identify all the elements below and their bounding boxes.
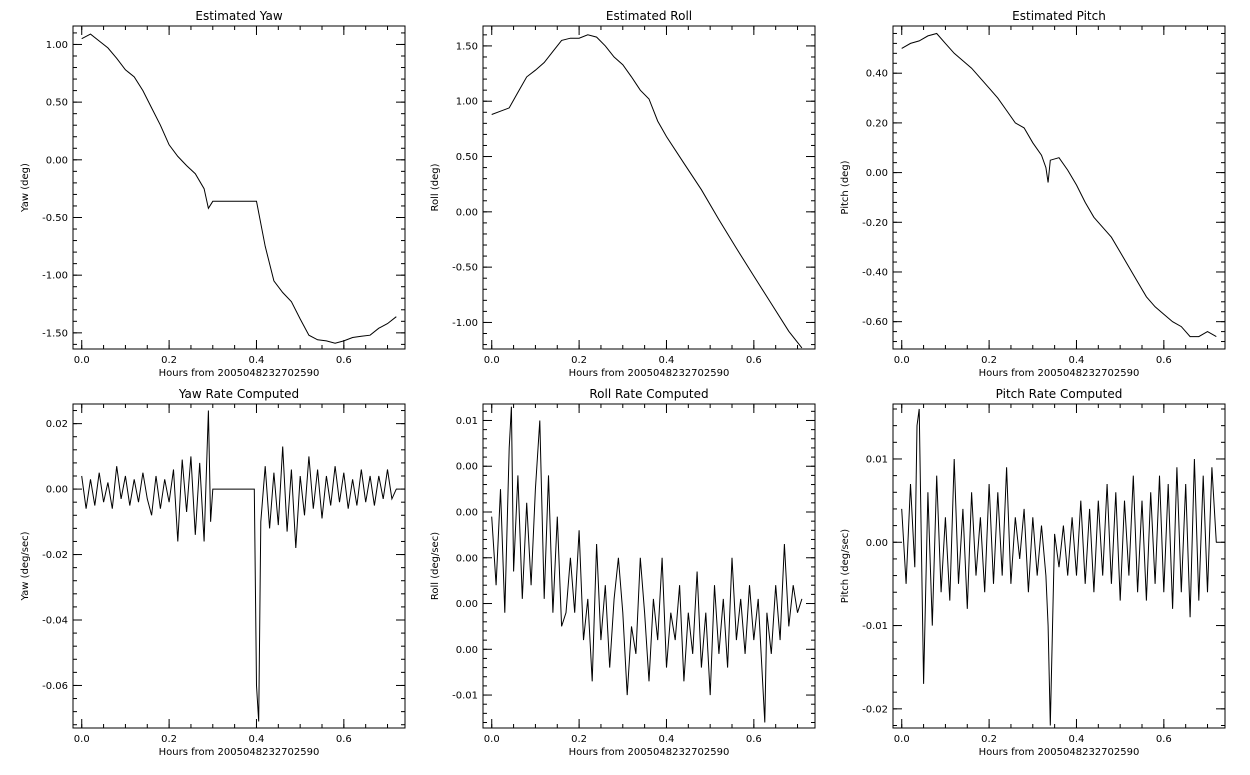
x-tick-label: 0.0 [74,355,90,366]
roll-panel: Estimated Roll Hours from 200504823270259… [430,9,816,379]
chart-title: Yaw Rate Computed [178,387,299,401]
y-tick-label: 0.00 [456,462,478,473]
x-axis-label: Hours from 2005048232702590 [159,747,320,758]
y-tick-label: 0.00 [46,485,68,496]
y-tick-label: 0.00 [456,553,478,564]
y-tick-label: 1.00 [46,40,68,51]
plot-frame [72,403,406,729]
y-tick-label: 0.01 [456,416,478,427]
y-tick-label: 0.00 [46,155,68,166]
y-tick-label: -0.50 [452,263,478,274]
y-tick-label: 0.01 [866,454,888,465]
y-tick-label: -1.00 [452,318,478,329]
y-tick-label: 0.00 [456,599,478,610]
x-tick-label: 0.4 [1069,355,1085,366]
plot-frame [892,25,1226,350]
plot-frame [482,403,816,729]
yaw-series-line [81,33,397,344]
y-tick-label: 0.00 [456,207,478,218]
yaw-panel: Estimated Yaw Hours from 2005048232702590… [20,9,406,379]
roll-rate-series-line [491,406,803,723]
y-axis-label: Pitch (deg) [840,160,851,214]
plot-frame [892,403,1226,729]
chart-title: Roll Rate Computed [589,387,708,401]
x-tick-label: 0.4 [249,734,265,745]
x-tick-label: 0.6 [746,355,762,366]
plot-frame [482,25,816,350]
x-tick-label: 0.0 [894,355,910,366]
x-tick-label: 0.2 [981,355,997,366]
y-axis-label: Roll (deg/sec) [430,532,441,600]
y-tick-label: -0.01 [452,691,478,702]
y-tick-label: 0.50 [46,98,68,109]
x-tick-label: 0.6 [1156,734,1172,745]
y-tick-label: 0.00 [866,168,888,179]
x-tick-label: 0.2 [161,734,177,745]
y-axis-label: Yaw (deg) [20,163,31,213]
y-tick-label: -0.40 [862,267,888,278]
chart-title: Estimated Roll [606,9,692,23]
pitch-rate-panel: Pitch Rate Computed Hours from 2005048232… [840,387,1226,758]
x-tick-label: 0.2 [571,734,587,745]
x-tick-label: 0.6 [1156,355,1172,366]
y-tick-label: -0.20 [862,218,888,229]
x-axis-label: Hours from 2005048232702590 [159,368,320,379]
roll-rate-panel: Roll Rate Computed Hours from 20050482327… [430,387,816,758]
x-axis-label: Hours from 2005048232702590 [979,747,1140,758]
y-tick-label: -1.00 [42,271,68,282]
y-axis-label: Pitch (deg/sec) [840,529,851,604]
y-tick-label: -0.02 [42,550,68,561]
y-tick-label: 0.02 [46,419,68,430]
x-tick-label: 0.2 [981,734,997,745]
y-tick-label: -0.06 [42,681,68,692]
y-tick-label: 1.50 [456,41,478,52]
y-axis-label: Roll (deg) [430,163,441,211]
x-tick-label: 0.4 [659,355,675,366]
panels: Estimated Yaw Hours from 2005048232702590… [20,9,1226,758]
x-tick-label: 0.4 [1069,734,1085,745]
x-tick-label: 0.4 [659,734,675,745]
x-tick-label: 0.2 [161,355,177,366]
pitch-panel: Estimated Pitch Hours from 20050482327025… [840,9,1226,379]
y-tick-label: -0.04 [42,616,68,627]
y-tick-label: -0.02 [862,704,888,715]
x-tick-label: 0.0 [74,734,90,745]
x-tick-label: 0.2 [571,355,587,366]
x-tick-label: 0.0 [484,355,500,366]
x-tick-label: 0.0 [484,734,500,745]
y-tick-label: -1.50 [42,328,68,339]
y-tick-label: -0.50 [42,213,68,224]
x-tick-label: 0.0 [894,734,910,745]
chart-title: Estimated Yaw [195,9,282,23]
pitch-rate-series-line [901,408,1217,726]
roll-series-line [491,34,803,349]
x-tick-label: 0.6 [336,355,352,366]
chart-title: Pitch Rate Computed [996,387,1123,401]
plot-frame [72,25,406,350]
y-tick-label: 0.50 [456,152,478,163]
x-axis-label: Hours from 2005048232702590 [569,747,730,758]
y-tick-label: -0.01 [862,621,888,632]
y-tick-label: 0.00 [456,508,478,519]
pitch-series-line [901,32,1217,338]
y-axis-label: Yaw (deg/sec) [20,531,31,601]
y-tick-label: -0.60 [862,317,888,328]
y-tick-label: 0.20 [866,118,888,129]
y-tick-label: 0.40 [866,69,888,80]
yaw-rate-panel: Yaw Rate Computed Hours from 200504823270… [20,387,406,758]
y-tick-label: 0.00 [866,538,888,549]
x-tick-label: 0.6 [746,734,762,745]
x-tick-label: 0.4 [249,355,265,366]
chart-title: Estimated Pitch [1012,9,1106,23]
x-tick-label: 0.6 [336,734,352,745]
x-axis-label: Hours from 2005048232702590 [979,368,1140,379]
x-axis-label: Hours from 2005048232702590 [569,368,730,379]
yaw-rate-series-line [81,410,397,722]
y-tick-label: 0.00 [456,645,478,656]
y-tick-label: 1.00 [456,97,478,108]
